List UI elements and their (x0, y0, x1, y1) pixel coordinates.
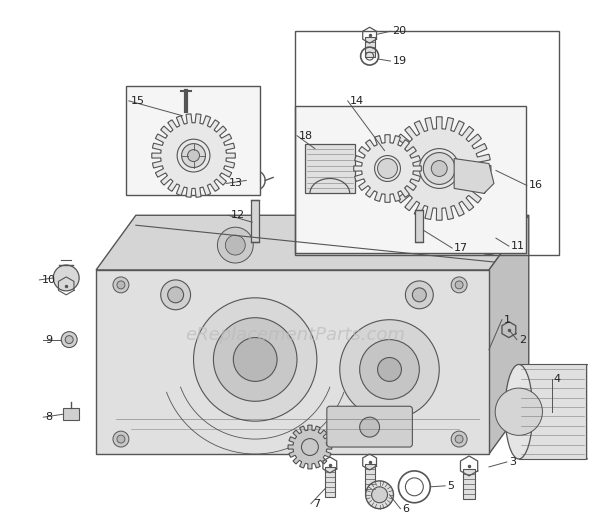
Circle shape (378, 358, 401, 381)
Text: 15: 15 (131, 96, 145, 106)
Circle shape (168, 287, 183, 303)
Circle shape (217, 227, 253, 263)
Circle shape (188, 150, 199, 161)
Bar (96, 270, 489, 454)
Circle shape (61, 332, 77, 348)
Polygon shape (288, 425, 332, 469)
Circle shape (182, 144, 205, 168)
Circle shape (301, 439, 319, 455)
Polygon shape (96, 215, 529, 270)
Text: 13: 13 (228, 178, 242, 188)
Polygon shape (454, 159, 494, 194)
Text: 9: 9 (45, 335, 53, 344)
Text: eReplacementParts.com: eReplacementParts.com (185, 326, 405, 344)
Circle shape (451, 431, 467, 447)
Circle shape (160, 280, 191, 310)
Circle shape (405, 281, 433, 309)
Circle shape (65, 335, 73, 343)
Circle shape (113, 431, 129, 447)
Circle shape (366, 481, 394, 509)
Circle shape (214, 318, 297, 402)
Text: 16: 16 (529, 180, 543, 190)
Bar (295, 31, 559, 255)
Polygon shape (353, 135, 421, 202)
Text: 2: 2 (519, 335, 526, 344)
Circle shape (177, 139, 210, 172)
Text: 8: 8 (45, 412, 53, 422)
Polygon shape (463, 469, 475, 499)
Bar (63, 408, 79, 420)
Text: 1: 1 (504, 315, 511, 325)
Bar (126, 86, 260, 195)
Text: 11: 11 (511, 241, 525, 251)
Bar (295, 106, 526, 253)
Circle shape (378, 159, 398, 178)
Text: 17: 17 (454, 243, 468, 253)
Circle shape (340, 320, 439, 419)
Bar (251, 200, 259, 242)
Bar (415, 211, 423, 242)
Circle shape (117, 281, 125, 289)
Circle shape (360, 417, 379, 437)
Circle shape (113, 277, 129, 293)
Text: 12: 12 (230, 210, 244, 220)
Circle shape (451, 277, 467, 293)
Circle shape (412, 288, 427, 302)
Text: 19: 19 (392, 56, 407, 66)
Ellipse shape (505, 364, 533, 459)
Circle shape (53, 265, 79, 291)
Ellipse shape (572, 364, 590, 459)
Circle shape (375, 156, 401, 181)
Circle shape (423, 152, 455, 185)
FancyBboxPatch shape (327, 406, 412, 447)
Circle shape (194, 298, 317, 421)
Polygon shape (325, 467, 335, 497)
Text: 18: 18 (299, 131, 313, 141)
Text: 4: 4 (553, 375, 560, 385)
Circle shape (372, 487, 388, 503)
Circle shape (495, 388, 542, 435)
Circle shape (455, 281, 463, 289)
Text: 14: 14 (350, 96, 364, 106)
Text: 7: 7 (313, 499, 320, 509)
Circle shape (117, 435, 125, 443)
Text: 5: 5 (447, 481, 454, 491)
Polygon shape (365, 37, 375, 57)
Circle shape (431, 160, 447, 177)
Circle shape (419, 149, 459, 188)
Text: 3: 3 (509, 457, 516, 467)
Bar (519, 364, 586, 459)
Polygon shape (152, 114, 235, 197)
Circle shape (360, 340, 419, 399)
Circle shape (233, 338, 277, 381)
Polygon shape (305, 144, 355, 194)
Text: 20: 20 (392, 26, 407, 36)
Circle shape (225, 235, 245, 255)
Polygon shape (489, 215, 529, 454)
Polygon shape (388, 117, 491, 220)
Circle shape (455, 435, 463, 443)
Text: 10: 10 (41, 275, 55, 285)
Text: 6: 6 (402, 504, 409, 514)
Polygon shape (365, 464, 375, 494)
